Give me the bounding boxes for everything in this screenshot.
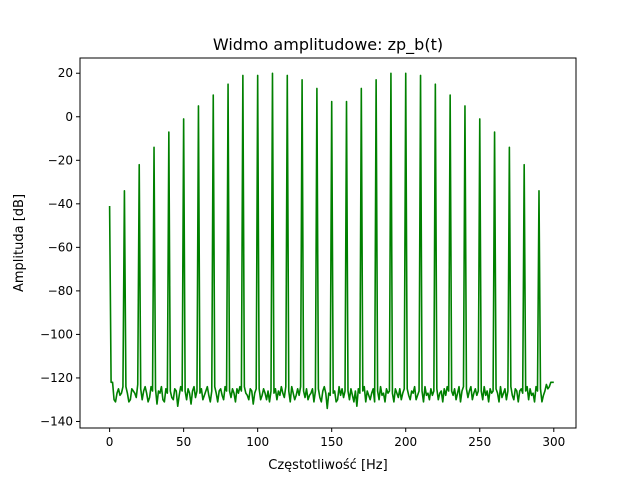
x-tick-label: 150 xyxy=(320,435,343,449)
y-tick-label: −20 xyxy=(48,153,73,167)
x-tick-label: 100 xyxy=(246,435,269,449)
y-axis-label: Amplituda [dB] xyxy=(12,194,27,292)
y-tick-label: −100 xyxy=(40,327,73,341)
x-tick-label: 200 xyxy=(394,435,417,449)
x-tick-label: 250 xyxy=(468,435,491,449)
y-tick-label: −80 xyxy=(48,284,73,298)
y-tick-label: −140 xyxy=(40,414,73,428)
y-tick-label: 0 xyxy=(65,110,73,124)
x-tick-label: 50 xyxy=(176,435,191,449)
y-axis: 20 0 −20 −40 −60 −80 −100 −120 −140 xyxy=(40,66,80,428)
x-tick-label: 0 xyxy=(106,435,114,449)
y-tick-label: 20 xyxy=(58,66,73,80)
x-axis-label: Częstotliwość [Hz] xyxy=(268,458,387,473)
series-layer xyxy=(108,72,554,410)
plot-frame xyxy=(79,57,577,429)
y-tick-label: −120 xyxy=(40,371,73,385)
y-tick-label: −60 xyxy=(48,240,73,254)
chart-title: Widmo amplitudowe: zp_b(t) xyxy=(213,35,443,55)
x-axis: 0 50 100 150 200 250 300 xyxy=(106,428,565,449)
series-line xyxy=(108,72,554,410)
y-tick-label: −40 xyxy=(48,197,73,211)
x-tick-label: 300 xyxy=(542,435,565,449)
